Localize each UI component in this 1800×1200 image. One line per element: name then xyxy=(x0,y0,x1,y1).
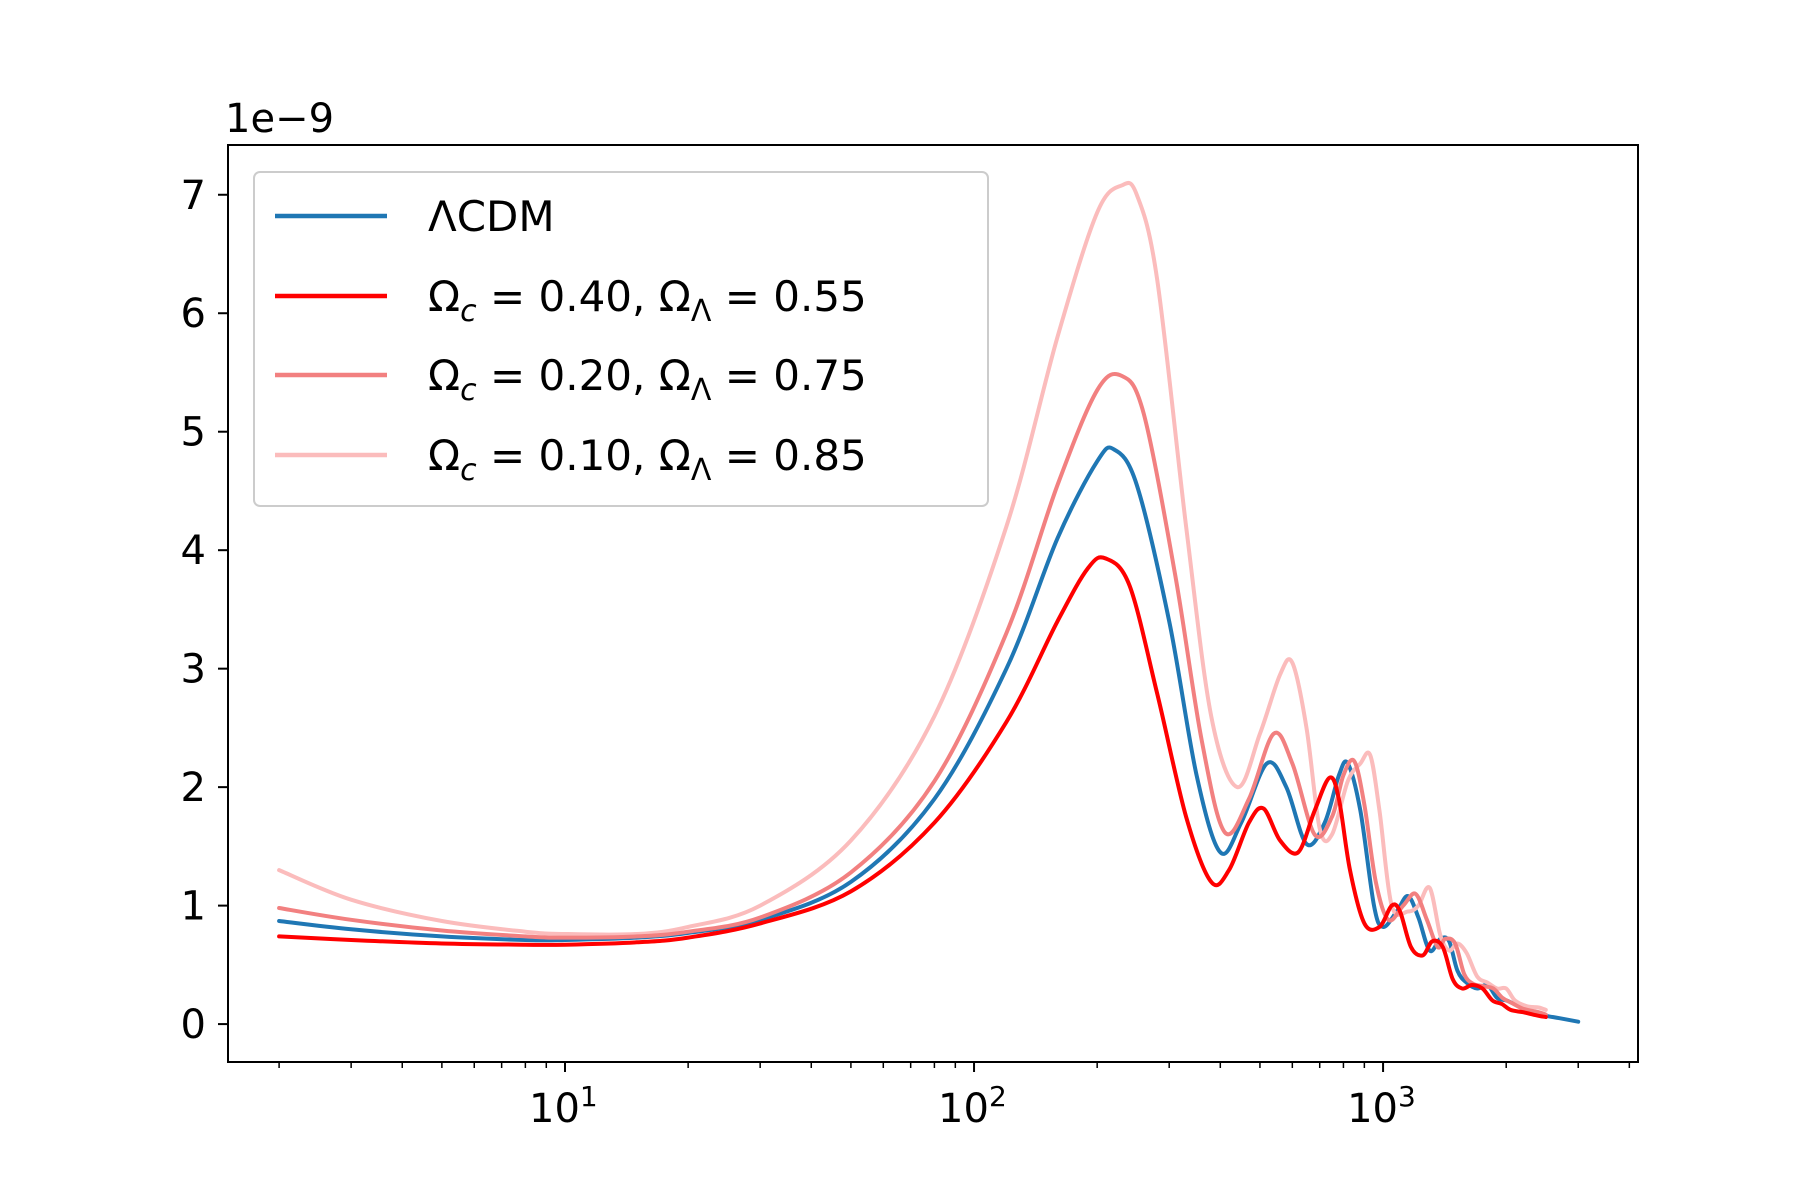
y-tick-label: 2 xyxy=(181,765,206,811)
legend-label: Ωc = 0.20, ΩΛ = 0.75 xyxy=(428,351,867,408)
series-line-2 xyxy=(277,372,1548,1017)
legend-label: Ωc = 0.40, ΩΛ = 0.55 xyxy=(428,272,867,329)
x-axis: 101 102 103 xyxy=(278,1062,1631,1132)
y-tick-label: 0 xyxy=(181,1002,206,1048)
y-offset-label: 1e−9 xyxy=(225,96,334,142)
plot-area xyxy=(277,180,1581,1024)
legend-box xyxy=(253,171,989,507)
legend-label: ΛCDM xyxy=(428,192,555,241)
series-line-3 xyxy=(277,180,1548,1012)
y-tick-label: 7 xyxy=(181,173,206,219)
x-tick-exponent: 1 xyxy=(580,1080,598,1113)
axes-frame xyxy=(227,144,1639,1063)
legend-label: Ωc = 0.10, ΩΛ = 0.85 xyxy=(428,431,867,488)
y-tick-label: 4 xyxy=(181,528,206,574)
x-tick-label: 101 xyxy=(529,1080,598,1132)
x-tick-exponent: 2 xyxy=(989,1080,1007,1113)
y-tick-label: 3 xyxy=(181,647,206,693)
series-line-1 xyxy=(277,555,1548,1019)
x-tick-base: 10 xyxy=(938,1086,989,1132)
x-tick-label: 102 xyxy=(938,1080,1007,1132)
legend: ΛCDM Ωc = 0.40, ΩΛ = 0.55 Ωc = 0.20, ΩΛ = … xyxy=(253,171,989,507)
x-tick-exponent: 3 xyxy=(1398,1080,1416,1113)
series-line-0 xyxy=(277,445,1581,1024)
x-tick-base: 10 xyxy=(1347,1086,1398,1132)
x-tick-label: 103 xyxy=(1347,1080,1416,1132)
y-tick-label: 5 xyxy=(181,410,206,456)
x-tick-base: 10 xyxy=(529,1086,580,1132)
y-tick-label: 6 xyxy=(181,291,206,337)
y-tick-label: 1 xyxy=(181,884,206,930)
y-axis: 0 1 2 3 4 5 6 7 xyxy=(181,173,228,1048)
